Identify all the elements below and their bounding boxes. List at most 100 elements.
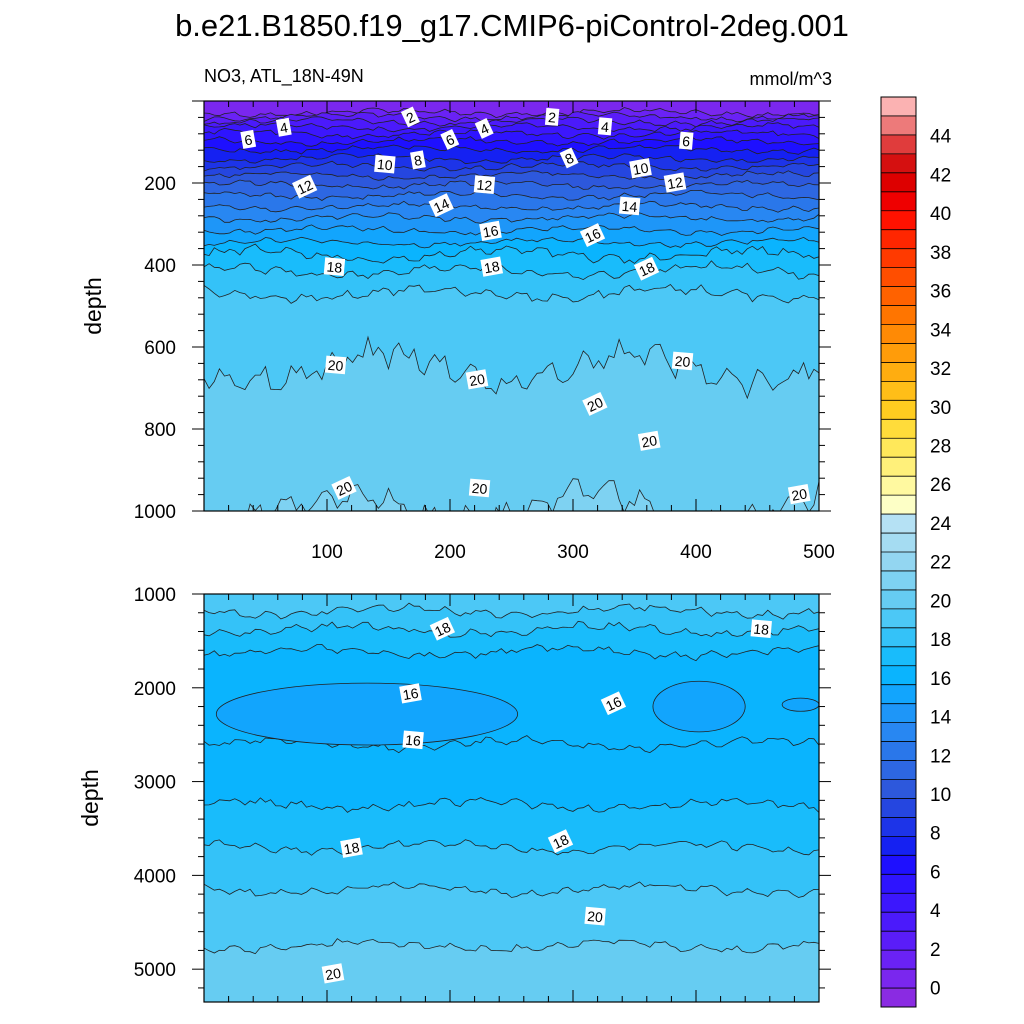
contour-line — [204, 283, 819, 304]
y-tick-label: 2000 — [134, 679, 176, 700]
colorbar-swatch — [881, 134, 916, 155]
x-tick-label: 200 — [434, 542, 466, 563]
contour-label: 20 — [587, 908, 604, 925]
contour-label: 20 — [334, 478, 355, 499]
colorbar-swatch — [881, 817, 916, 837]
y-axis-title: depth — [80, 277, 106, 335]
colorbar-swatch — [881, 533, 916, 553]
chart-subtitle-left: NO3, ATL_18N-49N — [204, 66, 364, 87]
colorbar-label: 6 — [930, 862, 941, 883]
colorbar-swatch — [881, 874, 916, 894]
colorbar-label: 18 — [930, 630, 951, 651]
colorbar-label: 8 — [930, 824, 941, 845]
x-tick-label: 100 — [311, 542, 343, 563]
colorbar-label: 12 — [930, 746, 951, 767]
contour-label: 18 — [483, 258, 501, 276]
colorbar-swatch — [881, 400, 916, 420]
contour-label: 20 — [674, 353, 691, 370]
colorbar-swatch — [881, 684, 916, 704]
colorbar-label: 36 — [930, 282, 951, 303]
colorbar-swatch — [881, 969, 916, 989]
contour-line — [204, 236, 819, 249]
contour-line — [652, 680, 746, 733]
contour-label: 12 — [476, 176, 493, 193]
x-tick-label: 400 — [680, 542, 712, 563]
contour-line — [204, 797, 819, 813]
y-tick-label: 5000 — [134, 960, 176, 981]
colorbar-swatch — [881, 438, 916, 458]
x-tick-label: 300 — [557, 542, 589, 563]
colorbar-label: 0 — [930, 979, 941, 1000]
colorbar-swatch — [881, 552, 916, 572]
contour-line — [204, 189, 819, 201]
contour-label: 14 — [621, 198, 638, 215]
colorbar-label: 28 — [930, 437, 951, 458]
contour-label: 2 — [548, 109, 557, 126]
contour-line — [204, 602, 819, 620]
y-tick-label: 800 — [144, 420, 176, 441]
colorbar-swatch — [881, 912, 916, 932]
contour-line — [204, 135, 819, 147]
contour-line — [204, 153, 819, 165]
colorbar-swatch — [881, 172, 916, 193]
contour-band — [248, 478, 819, 511]
colorbar-swatch — [881, 646, 916, 667]
contour-label: 20 — [327, 357, 344, 374]
contour-label: 16 — [402, 685, 420, 703]
contour-line — [781, 697, 819, 712]
contour-label: 18 — [636, 258, 657, 279]
colorbar-swatch — [881, 457, 916, 477]
colorbar-swatch — [881, 988, 916, 1008]
contour-line — [204, 335, 819, 400]
colorbar-swatch — [881, 362, 916, 382]
contour-label: 6 — [243, 131, 254, 148]
colorbar-label: 42 — [930, 165, 951, 186]
contour-line — [204, 938, 819, 955]
colorbar-swatch — [881, 703, 916, 723]
colorbar-label: 26 — [930, 475, 951, 496]
colorbar-swatch — [881, 931, 916, 951]
y-tick-label: 200 — [144, 174, 176, 195]
plot-frame — [203, 593, 820, 1003]
colorbar-swatch — [881, 495, 916, 515]
contour-label: 20 — [468, 371, 486, 389]
contour-label: 20 — [790, 485, 808, 503]
contour-line — [204, 200, 819, 213]
contour-line — [204, 127, 819, 140]
colorbar-label: 30 — [930, 398, 951, 419]
contour-label: 18 — [326, 258, 343, 275]
contour-line — [204, 643, 819, 662]
contour-label: 18 — [753, 621, 770, 638]
y-axis-title: depth — [77, 769, 103, 827]
contour-label: 4 — [279, 119, 290, 136]
y-tick-label: 4000 — [134, 866, 176, 887]
colorbar-swatch — [881, 855, 916, 875]
contour-line — [204, 144, 819, 155]
colorbar-swatch — [881, 627, 916, 648]
colorbar-label: 38 — [930, 243, 951, 264]
contour-line — [204, 839, 819, 856]
contour-label: 18 — [550, 831, 571, 852]
colorbar-swatch — [881, 950, 916, 970]
colorbar-swatch — [881, 798, 916, 818]
colorbar-label: 24 — [930, 514, 952, 535]
y-tick-label: 1000 — [134, 585, 176, 606]
colorbar-label: 34 — [930, 320, 952, 341]
plot-frame — [203, 100, 820, 512]
x-tick-label: 500 — [803, 542, 835, 563]
contour-label: 12 — [666, 174, 684, 192]
colorbar-swatch — [881, 210, 916, 231]
contour-line — [204, 170, 819, 181]
contour-line — [204, 212, 819, 224]
contour-line — [204, 260, 819, 281]
contour-line — [204, 122, 819, 133]
colorbar-swatch — [881, 115, 916, 136]
contour-label: 12 — [294, 176, 315, 197]
colorbar-swatch — [881, 324, 916, 344]
colorbar-label: 22 — [930, 553, 951, 574]
y-tick-label: 1000 — [134, 502, 176, 523]
contour-label: 20 — [585, 394, 606, 415]
colorbar-swatch — [881, 97, 916, 117]
colorbar-swatch — [881, 760, 916, 780]
